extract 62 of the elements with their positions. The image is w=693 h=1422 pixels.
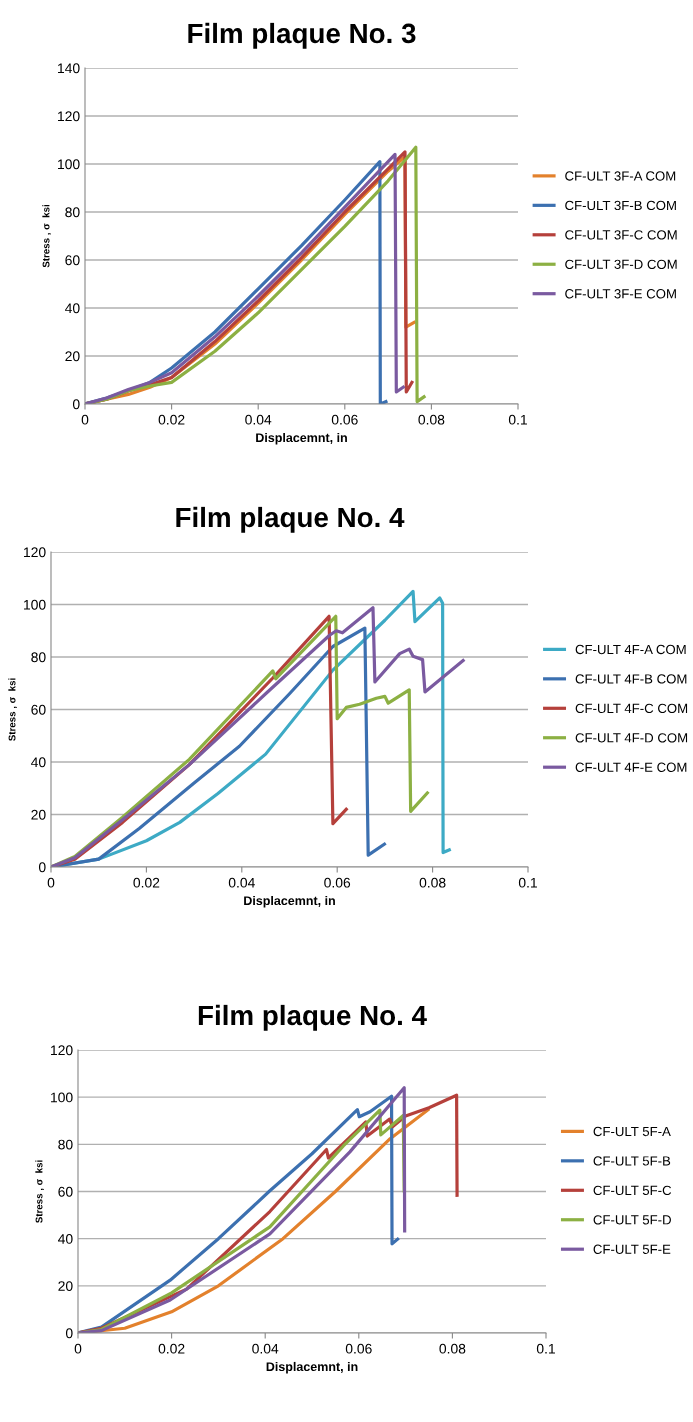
legend-label: CF-ULT 4F-B COM: [575, 674, 687, 684]
chart-title: Film plaque No. 3: [188, 22, 416, 49]
x-tick-label: 0.02: [158, 414, 185, 425]
y-tick-label: 100: [58, 159, 80, 170]
legend-label: CF-ULT 4F-A COM: [575, 644, 686, 655]
y-tick-label: 20: [31, 809, 46, 820]
y-axis-title: Stress , σ ksi: [8, 678, 17, 741]
y-tick-label: 140: [58, 63, 80, 74]
y-tick-label: 120: [24, 547, 46, 558]
legend-label: CF-ULT 5F-A: [593, 1126, 671, 1137]
legend-label: CF-ULT 3F-A COM: [565, 171, 676, 181]
legend-label: CF-ULT 5F-D: [593, 1215, 671, 1225]
legend-label: CF-ULT 4F-C COM: [575, 703, 688, 714]
y-axis-title: Stress , σ ksi: [42, 204, 51, 268]
legend-label: CF-ULT 3F-E COM: [565, 289, 676, 299]
chart-title: Film plaque No. 4: [198, 1004, 427, 1031]
x-tick-label: 0.04: [252, 1343, 279, 1354]
x-tick-label: 0.1: [508, 414, 527, 425]
y-tick-label: 40: [58, 1234, 73, 1244]
y-tick-label: 80: [65, 207, 80, 218]
x-tick-label: 0.1: [518, 877, 537, 888]
x-tick-label: 0.06: [324, 877, 351, 888]
legend-label: CF-ULT 5F-E: [593, 1244, 671, 1254]
x-tick-label: 0: [81, 414, 89, 425]
legend-label: CF-ULT 3F-D COM: [565, 259, 677, 269]
legend-label: CF-ULT 4F-E COM: [575, 762, 687, 772]
y-tick-label: 0: [72, 399, 80, 410]
y-tick-label: 0: [65, 1328, 73, 1339]
legend-label: CF-ULT 5F-B: [593, 1156, 671, 1166]
x-tick-label: 0.04: [228, 877, 255, 888]
legend-label: CF-ULT 3F-C COM: [565, 230, 677, 240]
legend-label: CF-ULT 5F-C: [593, 1185, 672, 1196]
y-tick-label: 60: [31, 704, 46, 715]
x-tick-label: 0.08: [439, 1343, 466, 1354]
x-tick-label: 0.08: [418, 414, 445, 425]
x-tick-label: 0.04: [245, 414, 272, 425]
y-axis-title: Stress , σ ksi: [35, 1160, 44, 1223]
y-tick-label: 20: [58, 1281, 73, 1291]
x-tick-label: 0.02: [158, 1343, 185, 1354]
y-tick-label: 40: [65, 303, 80, 314]
x-tick-label: 0.1: [536, 1343, 555, 1354]
y-tick-label: 80: [58, 1139, 73, 1150]
y-tick-label: 60: [58, 1186, 73, 1197]
legend-label: CF-ULT 3F-B COM: [565, 200, 676, 211]
y-tick-label: 120: [58, 111, 80, 122]
x-tick-label: 0.02: [133, 877, 160, 888]
chart-title: Film plaque No. 4: [176, 506, 405, 533]
y-tick-label: 40: [31, 757, 46, 768]
x-axis-title: Displacemnt, in: [256, 432, 347, 445]
x-tick-label: 0.08: [419, 877, 446, 888]
y-tick-label: 100: [51, 1092, 73, 1103]
y-tick-label: 120: [51, 1045, 73, 1056]
x-axis-title: Displacemnt, in: [266, 1361, 358, 1374]
y-tick-label: 60: [65, 255, 80, 266]
x-tick-label: 0.06: [331, 414, 358, 425]
x-axis-title: Displacemnt, in: [244, 895, 335, 908]
y-tick-label: 0: [38, 862, 46, 873]
y-tick-label: 80: [31, 652, 46, 663]
x-tick-label: 0.06: [345, 1343, 372, 1354]
legend-label: CF-ULT 4F-D COM: [575, 733, 688, 743]
y-tick-label: 20: [65, 351, 80, 362]
y-tick-label: 100: [24, 599, 46, 610]
